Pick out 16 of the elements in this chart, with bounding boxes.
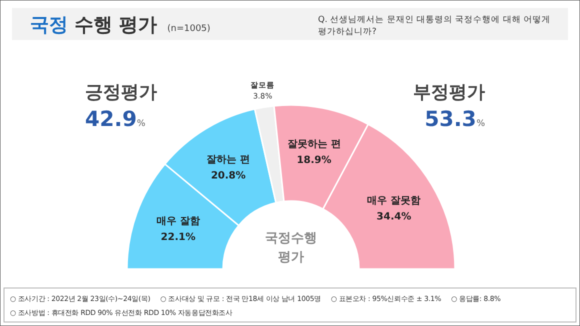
text: 국정수행 평가 [265, 231, 317, 265]
data-label: 18.9% [296, 155, 332, 166]
data-label: 22.1% [160, 232, 196, 244]
slice-label: 매우 잘못함 [367, 195, 421, 206]
slice-label: 매우 잘함 [156, 216, 200, 228]
text: 42.9% [85, 107, 146, 131]
data-label: 34.4% [376, 211, 412, 222]
data-label: 20.8% [210, 170, 246, 182]
chart-title: 국정 수행 평가 [30, 14, 158, 36]
chart-subtitle: (n=1005) [167, 24, 210, 34]
slice-label: 잘못하는 편 [287, 139, 341, 150]
text: 53.3% [424, 107, 486, 131]
text: 부정평가 [413, 82, 485, 103]
text: Q. 선생님께서는 문재인 대통령의 국정수행에 대해 어떻게 평가하십니까? [318, 15, 554, 37]
text: 긍정평가 [85, 82, 157, 103]
slice-label: 잘하는 편 [206, 154, 250, 166]
